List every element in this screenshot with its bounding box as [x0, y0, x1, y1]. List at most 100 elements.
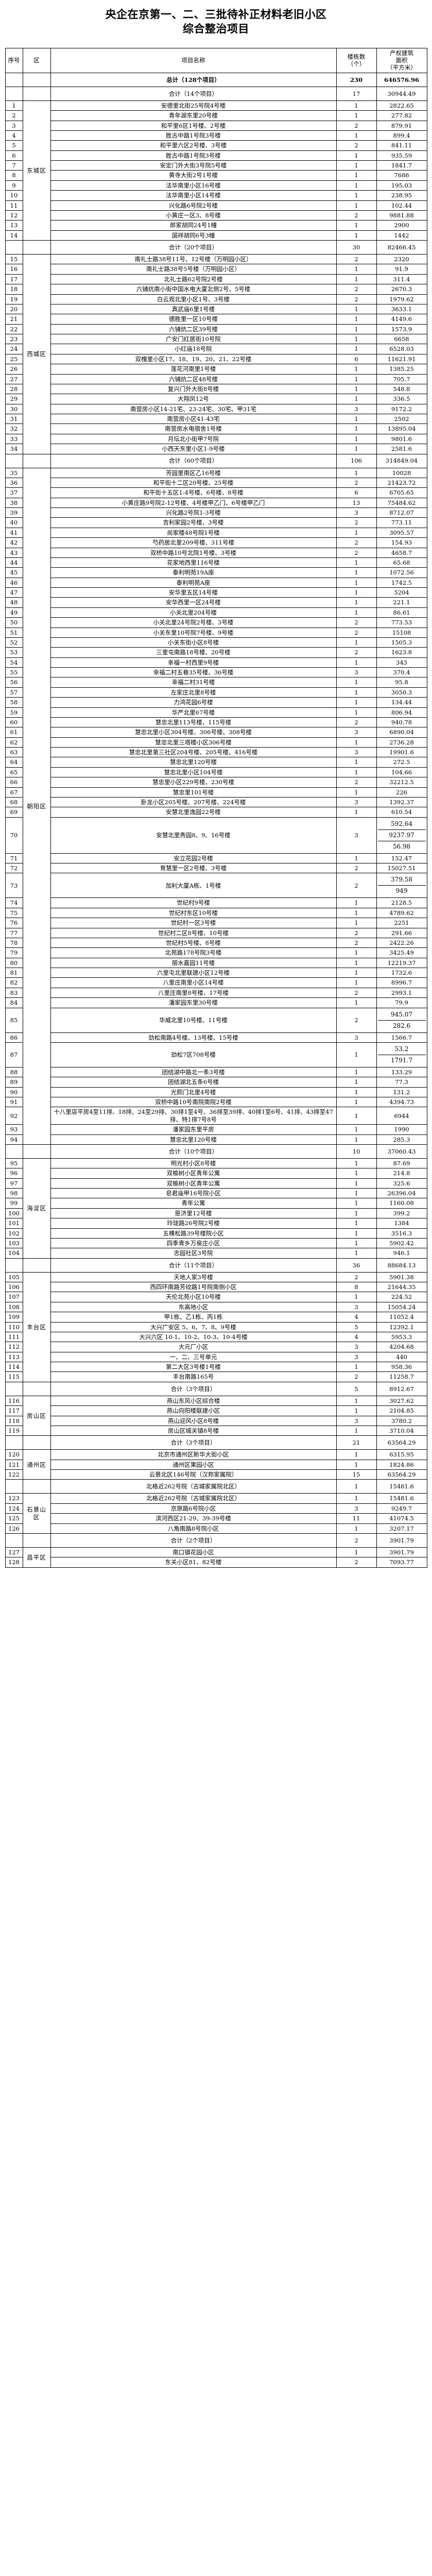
table-row[interactable]: 110 大兴广安区 5、6、7、8、9号楼 5 12392.1 — [5, 1321, 427, 1332]
table-row[interactable]: 97 双榆树小区青年公寓 1 325.6 — [5, 1178, 427, 1189]
table-row[interactable]: 17 北礼士路62号院2号楼 1 311.4 — [5, 274, 427, 285]
table-row[interactable]: 102 五棵松路39号楼院小区 1 3516.3 — [5, 1228, 427, 1239]
table-row[interactable]: 89 团结湖北五条6号楼 1 77.3 — [5, 1077, 427, 1088]
table-row[interactable]: 74 世纪村9号楼 1 2128.5 — [5, 897, 427, 908]
table-row[interactable]: 14 国祥胡同6号3幢 1 1442 — [5, 230, 427, 241]
table-row[interactable]: 113 一、二、三号单元 3 440 — [5, 1351, 427, 1363]
table-row[interactable]: 106 西四环南路芳纹路1号院南侧小区 8 21644.35 — [5, 1282, 427, 1293]
table-row[interactable]: 16 南礼士路38号5号楼（万明园小区） 1 91.9 — [5, 264, 427, 275]
table-row[interactable]: 100 恩济里12号楼 1 399.2 — [5, 1208, 427, 1219]
table-row[interactable]: 4 胜古中路1号院3号楼 1 899.4 — [5, 130, 427, 141]
table-row[interactable]: 18 六铺炕南小街中国水电大厦北侧2号、5号楼 2 2670.3 — [5, 284, 427, 295]
table-row[interactable]: 87 劲松7区708号楼 1 53.2 1791.7 — [5, 1042, 427, 1067]
table-row[interactable]: 45 泰利明苑19A座 1 1072.56 — [5, 567, 427, 578]
table-row[interactable]: 101 玲珑路26号院2号楼 1 1384 — [5, 1218, 427, 1229]
table-row[interactable]: 68 卧龙小区205号楼、207号楼、224号楼 3 1392.37 — [5, 796, 427, 808]
table-row[interactable]: 94 慧忠北里120号楼 1 285.3 — [5, 1134, 427, 1145]
table-row[interactable]: 36 和平街十二区20号楼、25号楼 2 21423.72 — [5, 477, 427, 488]
table-row[interactable]: 107 天伦北苑小区10号楼 1 224.52 — [5, 1292, 427, 1302]
table-row[interactable]: 99 青年公寓 1 1160.08 — [5, 1198, 427, 1209]
table-row[interactable]: 117 燕山向阳楼联建小区 1 2104.85 — [5, 1405, 427, 1416]
table-row[interactable]: 40 吉利家园2号楼、3号楼 2 773.11 — [5, 517, 427, 528]
table-row[interactable]: 69 安慧北里逸园22号楼 1 610.54 — [5, 807, 427, 818]
table-row[interactable]: 122 云景北区146号院（汉邦家属院） 15 63564.29 — [5, 1469, 427, 1480]
table-row[interactable]: 8 黄寺大街2号1号楼 1 7686 — [5, 170, 427, 181]
table-row[interactable]: 79 北苑路178号院3号楼 1 3425.49 — [5, 947, 427, 958]
table-row[interactable]: 64 慧忠北里120号楼 1 272.5 — [5, 757, 427, 768]
table-row[interactable]: 39 兴化路2号院1-3号楼 3 8712.07 — [5, 507, 427, 518]
table-row[interactable]: 33 月坛北小街甲7号院 1 9801.6 — [5, 433, 427, 445]
table-row[interactable]: 24 小红庙18号院 1 6528.03 — [5, 344, 427, 354]
table-row[interactable]: 58 力鸿花园6号楼 1 134.44 — [5, 697, 427, 708]
table-row[interactable]: 32 南营房水电宿舍1号楼 1 13895.04 — [5, 423, 427, 434]
table-row[interactable]: 57 左家庄北里8号楼 1 3050.3 — [5, 687, 427, 698]
table-row[interactable]: 76 世纪村一区3号楼 1 2251 — [5, 918, 427, 928]
table-row[interactable]: 105 丰台区 天地人家3号楼 2 5901.38 — [5, 1272, 427, 1382]
table-row[interactable]: 120 通州区 北京市通州区新华大街小区 1 6315.95 — [5, 1449, 427, 1480]
table-row[interactable]: 71 安立花园2号楼 1 152.47 — [5, 853, 427, 864]
table-row[interactable]: 7 安定门外大街3号院5号楼 1 1841.7 — [5, 160, 427, 171]
table-row[interactable]: 114 第二大区3号楼1号楼 1 958.36 — [5, 1362, 427, 1372]
table-row[interactable]: 48 安华西里一区24号楼 1 221.1 — [5, 597, 427, 608]
table-row[interactable]: 116 房山区 燕山东风小区综合楼 1 3027.62 — [5, 1395, 427, 1436]
table-row[interactable]: 42 芍药居北里209号楼、311号楼 2 154.93 — [5, 537, 427, 548]
table-row[interactable]: 53 三里屯南路18号楼、20号楼 2 1623.8 — [5, 647, 427, 658]
table-row[interactable]: 128 东关小区81、82号楼 2 7093.77 — [5, 1557, 427, 1568]
table-row[interactable]: 28 复兴门外大街8号楼 1 548.8 — [5, 383, 427, 395]
table-row[interactable]: 115 丰台南路165号 2 11258.7 — [5, 1371, 427, 1382]
table-row[interactable]: 62 慧忠北里三塔楼小区306号楼 1 2736.28 — [5, 737, 427, 748]
table-row[interactable]: 22 六铺炕二区39号楼 1 1573.9 — [5, 324, 427, 335]
table-row[interactable]: 119 房山区城关镇8号楼 1 3710.04 — [5, 1425, 427, 1436]
table-row[interactable]: 63 慧忠北里第三社区204号楼、205号楼、416号楼 3 19901.6 — [5, 747, 427, 758]
table-row[interactable]: 78 世纪村5号楼、8号楼 2 2422.26 — [5, 937, 427, 948]
table-row[interactable]: 86 劲松南路4号楼、13号楼、15号楼 3 1566.7 — [5, 1032, 427, 1043]
table-row[interactable]: 11 兴化路6号院2号楼 1 102.44 — [5, 200, 427, 211]
table-row[interactable]: 103 四季青乡万泉庄小区 1 5902.42 — [5, 1238, 427, 1249]
table-row[interactable]: 56 幸福二村31号楼 1 95.8 — [5, 677, 427, 688]
table-row[interactable]: 91 双桥中路10号南院南院2号楼 1 4394.73 — [5, 1097, 427, 1108]
table-row[interactable]: 51 小关东里10号院7号楼、9号楼 2 15108 — [5, 627, 427, 638]
table-row[interactable]: 88 团结湖中路北一条3号楼 1 133.29 — [5, 1066, 427, 1078]
table-row[interactable]: 38 小黄庄路9号院2-12号楼、4号楼甲乙门、6号楼甲乙门 13 75484.62 — [5, 497, 427, 509]
table-row[interactable]: 25 双槐里小区17、18、19、20、21、22号楼 6 11621.91 — [5, 353, 427, 365]
table-row[interactable]: 65 慧忠北里小区104号楼 1 104.66 — [5, 767, 427, 778]
table-row[interactable]: 47 安华里五区14号楼 1 5204 — [5, 587, 427, 598]
table-row[interactable]: 43 双桥中路10号北院1号楼、3号楼 2 4658.7 — [5, 547, 427, 558]
table-row[interactable]: 54 幸福一村西里9号楼 1 343 — [5, 657, 427, 668]
table-row[interactable]: 34 小西天东里小区1-9号楼 1 2581.6 — [5, 444, 427, 454]
table-row[interactable]: 75 世纪村东区10号楼 1 4789.62 — [5, 907, 427, 919]
table-row[interactable]: 95 海淀区 明光村小区8号楼 1 87.69 — [5, 1158, 427, 1259]
table-row[interactable]: 96 双榆树小区青年公寓 1 214.8 — [5, 1168, 427, 1179]
table-row[interactable]: 19 白云观北里小区1号、3号楼 2 1979.62 — [5, 294, 427, 304]
table-row[interactable]: 70 安慧北里秀园8、9、16号楼 3 592.64 9237.97 56.98 — [5, 817, 427, 854]
table-row[interactable]: 108 东高地小区 3 15054.24 — [5, 1301, 427, 1313]
table-row[interactable]: 124 京原路6号院小区 3 9249.7 — [5, 1503, 427, 1514]
table-row[interactable]: 121 通州区果园小区 1 1824.86 — [5, 1459, 427, 1470]
table-row[interactable]: 123 石景山区 北格近262号院（古城家属院北区） 1 15481.6 — [5, 1493, 427, 1534]
table-row[interactable]: 127 昌平区 南口镇花园小区 1 3901.79 — [5, 1547, 427, 1568]
table-row[interactable]: 66 慧忠里小区229号楼、230号楼 2 32212.5 — [5, 777, 427, 788]
table-row[interactable]: 10 法华南里小区14号楼 1 238.95 — [5, 190, 427, 201]
table-row[interactable]: 52 小关东街小区8号楼 1 1505.3 — [5, 637, 427, 648]
table-row[interactable]: 126 八角南路8号院小区 1 3207.17 — [5, 1523, 427, 1534]
table-row[interactable]: 92 十八里店平房4至11排、18排、24至29排、30排1至4号、36排至39排… — [5, 1107, 427, 1125]
table-row[interactable]: 15 西城区 南礼士路38号11号、12号楼（万明园小区） 2 2320 — [5, 254, 427, 454]
table-row[interactable]: 12 小黄庄一区3、8号楼 2 9881.88 — [5, 210, 427, 221]
table-row[interactable]: 84 潘家园东里30号楼 1 79.9 — [5, 997, 427, 1008]
table-row[interactable]: 60 慧忠北里113号楼、115号楼 2 940.78 — [5, 717, 427, 728]
table-row[interactable]: 77 世纪村二区8号楼、10号楼 2 291.66 — [5, 927, 427, 938]
table-row[interactable]: 112 大元厂小区 3 4204.68 — [5, 1342, 427, 1352]
table-row[interactable]: 50 小关北里24号院2号楼、3号楼 2 773.53 — [5, 617, 427, 628]
table-row[interactable]: 21 德胜里一区10号楼 1 4149.6 — [5, 314, 427, 325]
table-row[interactable]: 27 六铺炕二区48号楼 1 705.7 — [5, 374, 427, 384]
table-row[interactable]: 29 大翔凤12号 1 336.5 — [5, 394, 427, 404]
table-row[interactable]: 59 华严北里67号楼 1 806.94 — [5, 707, 427, 718]
table-row[interactable]: 9 法华南里小区16号楼 1 195.03 — [5, 180, 427, 191]
table-row[interactable]: 2 青年湖东里20号楼 1 277.82 — [5, 110, 427, 121]
table-row[interactable]: 30 南营房小区14-21宅、23-24宅、30宅、甲31宅 3 9172.2 — [5, 403, 427, 415]
table-row[interactable]: 20 真武庙6里1号楼 1 3633.1 — [5, 303, 427, 315]
table-row[interactable]: 83 八里庄南里8号楼、17号楼 2 2993.1 — [5, 987, 427, 998]
table-row[interactable]: 23 广安门红居街10号院 1 6658 — [5, 334, 427, 345]
table-row[interactable]: 82 八里庄南里小区14号楼 1 8996.7 — [5, 977, 427, 988]
table-row[interactable]: 41 尚家楼48号院1号楼 1 3095.57 — [5, 527, 427, 538]
